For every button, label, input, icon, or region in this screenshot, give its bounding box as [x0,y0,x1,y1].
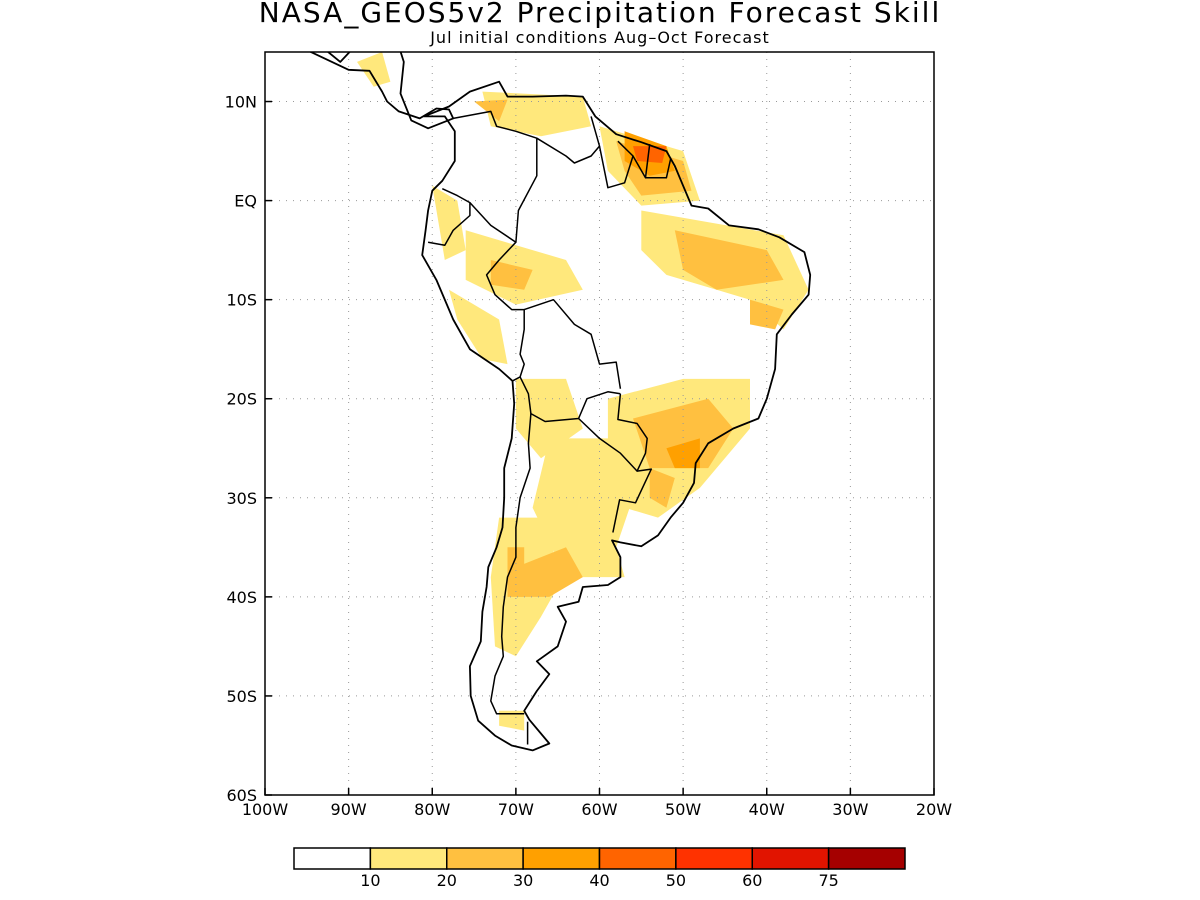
colorbar-swatch [446,847,524,870]
y-tick-label: 30S [226,489,257,508]
country-border [612,468,653,533]
map-subtitle: Jul initial conditions Aug–Oct Forecast [430,28,770,47]
x-tick-label: 70W [498,800,534,819]
country-border [469,202,525,382]
x-tick-label: 40W [749,800,785,819]
skill-area-10-20 [482,91,592,137]
colorbar-swatch [522,847,601,870]
axis-ticks: 100W 90W 80W 70W 60W 50W 40W 30W 20W 10N EQ 10S 20S 3… [225,93,953,819]
x-tick-label: 30W [832,800,868,819]
colorbar-swatch [675,847,753,870]
central-america-coastline [308,52,455,130]
skill-area-10-20 [449,289,508,365]
skill-area-20-30 [515,547,583,597]
x-tick-label: 90W [331,800,367,819]
x-tick-label: 60W [581,800,617,819]
skill-area-10-20 [465,230,583,305]
y-tick-label: 10S [226,291,257,310]
colorbar-label: 30 [513,871,533,890]
skill-area-10-20 [357,52,391,87]
colorbar-label: 60 [742,871,762,890]
y-tick-label: EQ [234,192,257,211]
coastline-layer [308,52,812,752]
country-border [598,140,634,189]
graticule-grid [265,52,934,795]
skill-area-20-30 [474,99,508,122]
colorbar-swatch [751,847,830,870]
y-tick-label: 40S [226,588,257,607]
country-border [490,413,532,715]
y-tick-label: 60S [226,786,257,805]
colorbar: 10 20 30 40 50 60 75 [293,847,906,890]
skill-area-30-40 [666,438,700,469]
map-title: NASA_GEOS5v2 Precipitation Forecast Skil… [258,0,942,29]
skill-area-20-30 [750,299,784,330]
x-tick-label: 20W [916,800,952,819]
colorbar-swatch [369,847,448,870]
skill-area-10-20 [532,438,633,578]
colorbar-swatch [827,847,906,870]
colorbar-label: 40 [589,871,609,890]
colorbar-label: 75 [818,871,838,890]
country-border [523,298,622,389]
skill-area-40-50 [633,146,667,163]
skill-area-20-30 [633,398,734,469]
x-tick-label: 80W [414,800,450,819]
skill-area-20-30 [490,260,533,290]
country-border [536,116,601,164]
skill-area-20-30 [649,468,675,508]
colorbar-label: 10 [360,871,380,890]
colorbar-swatch [293,847,372,870]
x-tick-label: 50W [665,800,701,819]
colorbar-label: 50 [666,871,686,890]
south-america-coastline [421,80,812,752]
skill-area-10-20 [499,710,525,731]
country-border [519,376,621,423]
country-border [578,393,648,472]
x-tick-label: 100W [242,800,289,819]
country-border [645,158,672,179]
skill-area-20-30 [674,230,784,290]
colorbar-label: 20 [437,871,457,890]
y-tick-label: 20S [226,390,257,409]
y-tick-label: 50S [226,687,257,706]
colorbar-swatch [598,847,677,870]
skill-area-10-20 [432,185,466,260]
country-border [453,110,538,243]
country-border [427,188,471,246]
y-tick-label: 10N [225,93,257,112]
